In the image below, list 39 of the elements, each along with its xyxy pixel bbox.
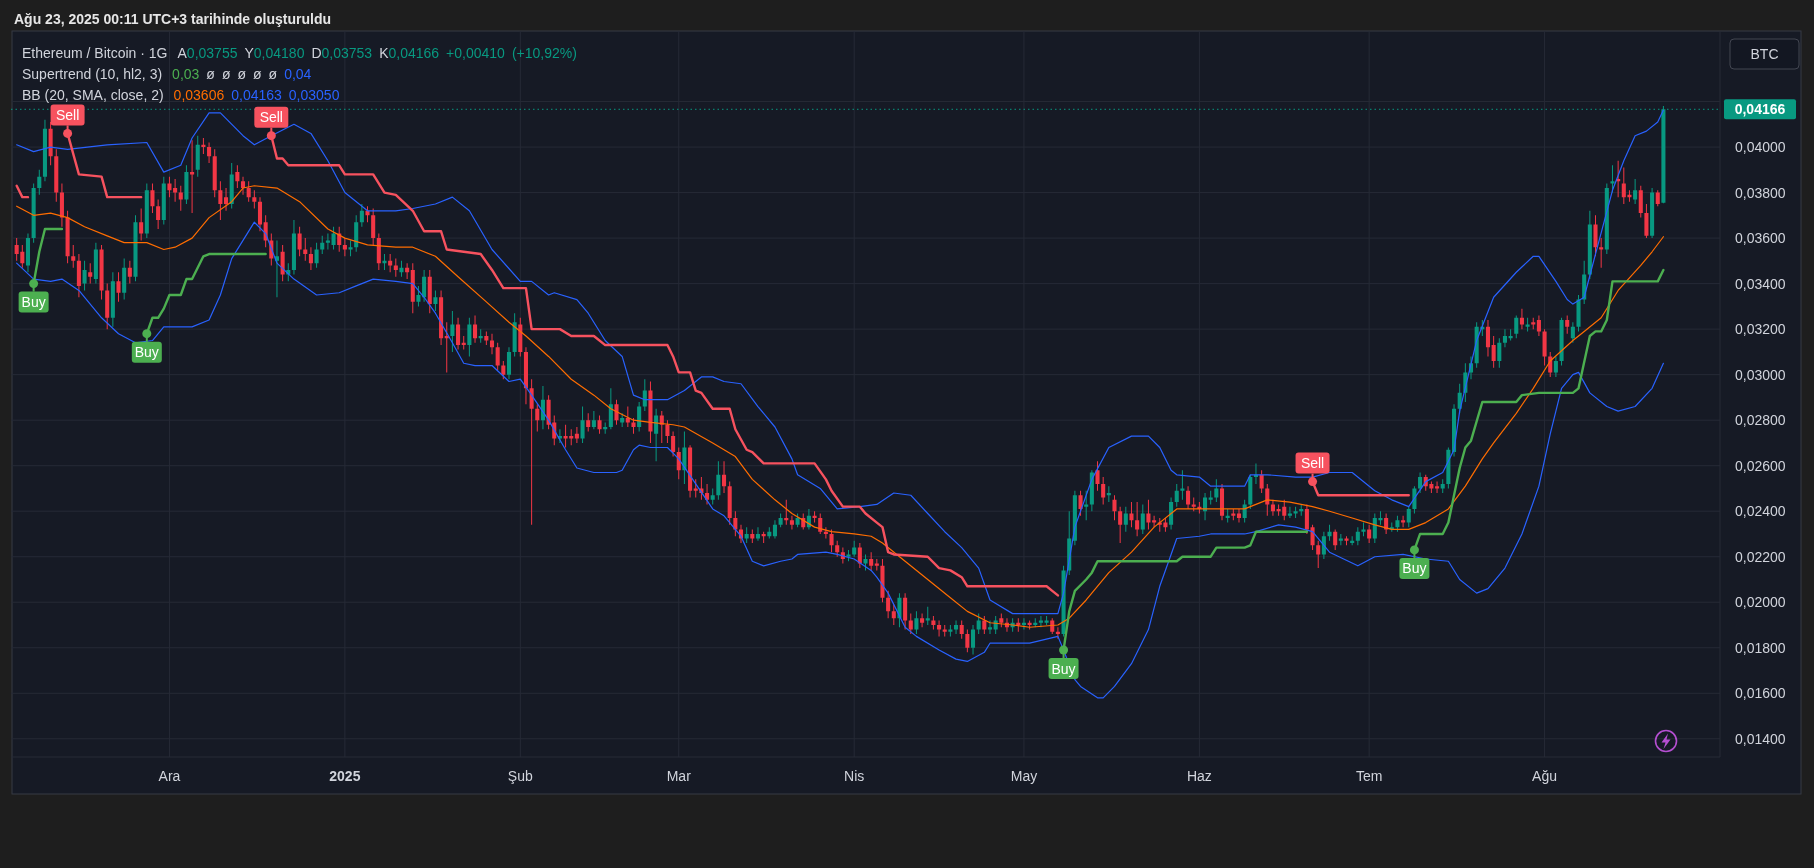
x-tick-label: Ağu [1532,768,1558,784]
y-tick-label: 0,03000 [1735,366,1786,383]
currency-button: BTC [1729,38,1800,70]
y-tick-label: 0,03400 [1735,275,1786,292]
annotation: Buy [21,294,46,311]
x-tick-label: Mar [666,768,692,784]
annotation: BB (20, SMA, close, 2) [22,87,164,103]
annotation: Buy [134,344,159,361]
x-tick-label: Ara [158,768,181,784]
y-tick-label: 0,03200 [1735,321,1786,338]
x-tick-label: 2025 [329,768,361,784]
y-tick-label: 0,02800 [1735,412,1786,429]
y-tick-label: 0,03600 [1735,230,1786,247]
x-tick-label: May [1010,768,1038,784]
y-tick-label: 0,02200 [1735,548,1786,565]
y-tick-label: 0,02400 [1735,503,1786,520]
text: Ağu 23, 2025 00:11 UTC+3 tarihinde oluşturuldu [14,11,332,27]
annotation: 0,03 ø ø ø ø ø 0,04 [172,66,312,82]
annotation: Sell [55,106,80,123]
y-tick-label: 0,01800 [1735,639,1786,656]
text: A0,03755 Y0,04180 D0,03753 K0,04166 +0,00410 (+10,92%) [177,45,577,61]
x-tick-label: Nis [844,768,865,784]
annotation: Buy [1402,560,1427,577]
text: Ethereum / Bitcoin · 1G [22,45,168,61]
y-tick-label: 0,01600 [1735,685,1786,702]
y-tick-label: 0,01400 [1735,730,1786,747]
y-tick-label: 0,04000 [1735,139,1786,156]
x-tick-label: Haz [1186,768,1212,784]
y-tick-label: 0,02600 [1735,457,1786,474]
x-tick-label: Şub [507,768,533,784]
y-tick-label: 0,03800 [1735,184,1786,201]
annotation: Buy [1051,660,1076,677]
ref-line-label: 0,04166 [1734,101,1786,118]
annotation: Sell [1300,455,1325,472]
annotation: Sell [259,109,283,126]
annotation: Supertrend (10, hl2, 3) [22,66,163,82]
y-tick-label: 0,02000 [1735,594,1786,611]
annotation: 0,03606 0,04163 0,03050 [173,87,340,103]
x-tick-label: Tem [1355,768,1383,784]
